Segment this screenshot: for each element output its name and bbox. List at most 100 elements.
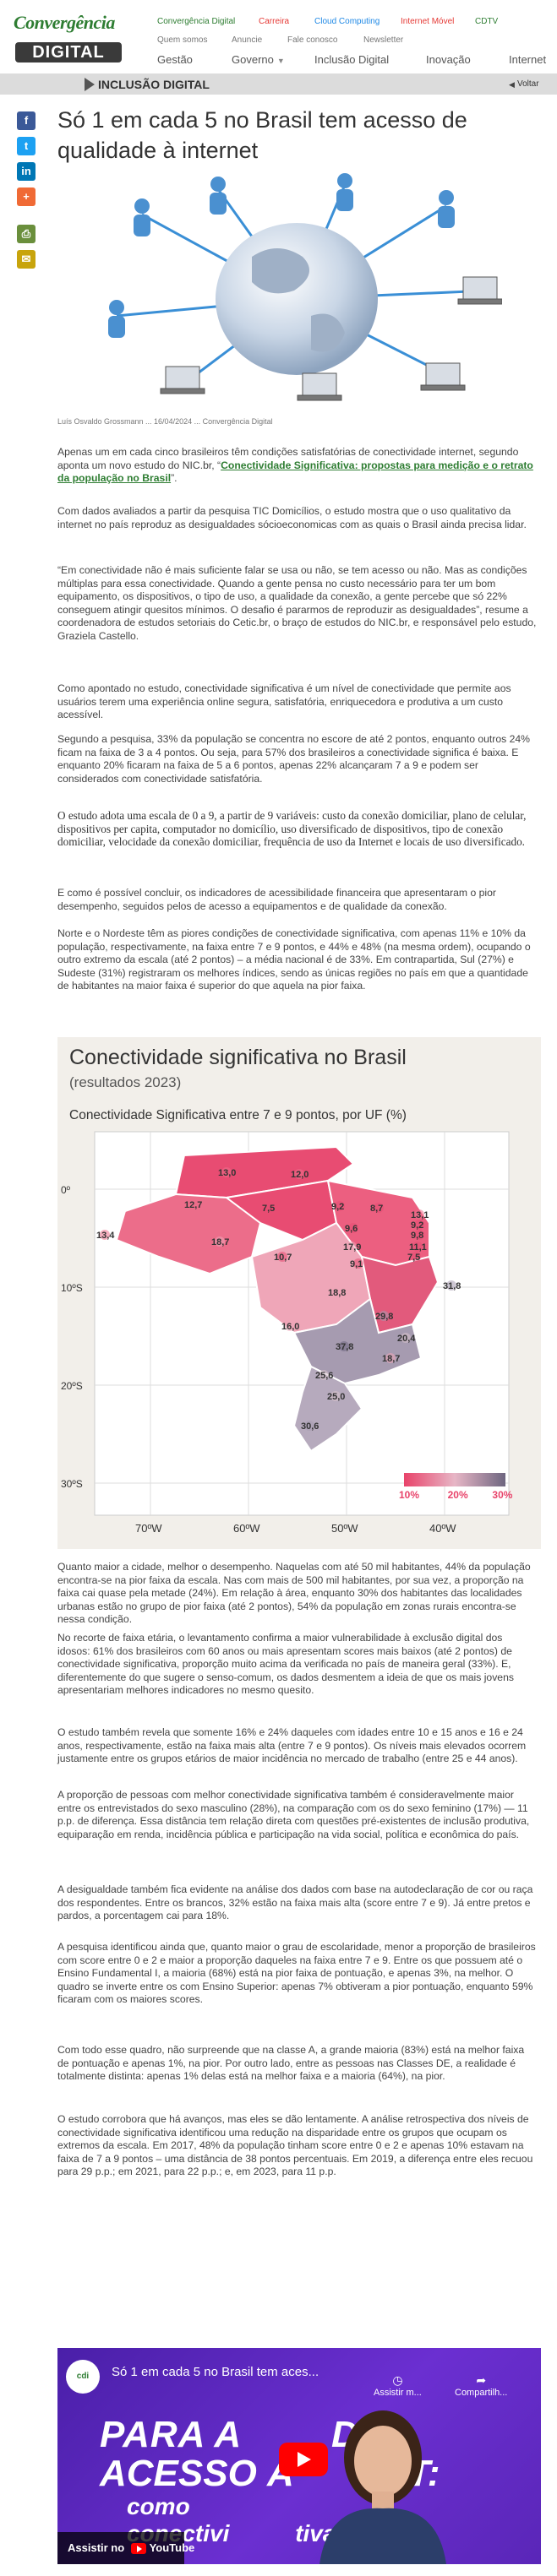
facebook-icon[interactable]: f xyxy=(17,111,35,130)
play-button-icon[interactable] xyxy=(279,2443,328,2476)
state-value-label: 18,8 xyxy=(328,1288,346,1298)
state-marker xyxy=(414,1230,424,1240)
nav-governo[interactable]: Governo ▼ xyxy=(232,53,285,66)
state-value-label: 29,8 xyxy=(375,1312,393,1322)
clock-icon: ◷ xyxy=(392,2373,403,2387)
chart-title: Conectividade significativa no Brasil xyxy=(69,1046,407,1069)
article-paragraph-8: Norte e o Nordeste têm as piores condiçõ… xyxy=(57,927,531,992)
state-marker xyxy=(412,1242,423,1252)
state-value-label: 9,6 xyxy=(345,1224,358,1234)
site-logo[interactable]: Convergência DIGITAL xyxy=(10,12,125,68)
twitter-icon[interactable]: t xyxy=(17,137,35,155)
print-icon[interactable]: ⎙ xyxy=(17,225,35,243)
share-arrow-icon: ➦ xyxy=(476,2373,487,2387)
share-button[interactable]: ➦ Compartilh... xyxy=(455,2373,508,2398)
linkedin-icon[interactable]: in xyxy=(17,162,35,181)
nav-internet[interactable]: Internet xyxy=(509,53,547,66)
channel-logo[interactable]: cdi xyxy=(66,2360,100,2394)
youtube-video-embed[interactable]: cdi Só 1 em cada 5 no Brasil tem aces...… xyxy=(57,2348,541,2564)
legend-gradient-bar xyxy=(404,1473,505,1486)
video-title[interactable]: Só 1 em cada 5 no Brasil tem aces... xyxy=(112,2365,319,2379)
article-title: Só 1 em cada 5 no Brasil tem acesso de q… xyxy=(57,107,467,163)
institutional-links: Quem somos Anuncie Fale conosco Newslett… xyxy=(157,35,495,47)
lon-tick-label: 60ºW xyxy=(233,1522,260,1535)
site-link-carreira[interactable]: Carreira xyxy=(259,17,290,26)
article-paragraph-4: Como apontado no estudo, conectividade s… xyxy=(57,682,511,721)
state-marker xyxy=(348,1223,358,1233)
share-plus-icon[interactable]: + xyxy=(17,187,35,206)
state-marker xyxy=(330,1391,341,1401)
article-paragraph-14: A pesquisa identificou ainda que, quanto… xyxy=(57,1941,536,2006)
logo-word-convergencia: Convergência xyxy=(14,12,115,33)
main-nav: Gestão Governo ▼ Inclusão Digital Inovaçã… xyxy=(157,51,557,71)
lat-tick-label: 30ºS xyxy=(61,1478,83,1490)
site-header: Convergência DIGITAL Convergência Digita… xyxy=(0,0,557,74)
legend-label: 30% xyxy=(492,1489,512,1501)
link-fale-conosco[interactable]: Fale conosco xyxy=(287,35,338,45)
article-paragraph-2: Com dados avaliados a partir da pesquisa… xyxy=(57,505,527,530)
state-value-label: 10,7 xyxy=(274,1253,292,1263)
state-value-label: 13,4 xyxy=(96,1231,115,1241)
state-marker xyxy=(446,1280,456,1291)
nav-gestao[interactable]: Gestão xyxy=(157,53,193,66)
watch-on-youtube-button[interactable]: Assistir no YouTube xyxy=(57,2532,194,2564)
state-value-label: 37,8 xyxy=(336,1342,353,1352)
chart-subtitle: (resultados 2023) xyxy=(69,1074,182,1090)
site-link-cloud[interactable]: Cloud Computing xyxy=(314,17,380,26)
chevron-down-icon: ▼ xyxy=(276,57,285,65)
back-link[interactable]: Voltar xyxy=(517,79,539,89)
link-quem-somos[interactable]: Quem somos xyxy=(157,35,208,45)
site-link-internet-movel[interactable]: Internet Móvel xyxy=(401,17,455,26)
article-paragraph-5: Segundo a pesquisa, 33% da população se … xyxy=(57,733,531,785)
state-marker xyxy=(304,1421,314,1431)
state-value-label: 9,8 xyxy=(411,1231,423,1241)
state-value-label: 9,2 xyxy=(411,1220,423,1231)
legend-label: 10% xyxy=(399,1489,419,1501)
article-paragraph-3: “Em conectividade não é mais suficiente … xyxy=(57,564,537,642)
lon-tick-label: 70ºW xyxy=(135,1522,162,1535)
hero-image-network-globe xyxy=(91,172,502,405)
state-marker xyxy=(285,1321,295,1331)
state-value-label: 9,1 xyxy=(350,1259,363,1269)
article-paragraph-9: Quanto maior a cidade, melhor o desempen… xyxy=(57,1561,531,1626)
watch-later-button[interactable]: ◷ Assistir m... xyxy=(374,2373,422,2398)
lon-tick-label: 50ºW xyxy=(331,1522,358,1535)
photo-credit: Luís Osvaldo Grossmann ... 16/04/2024 ..… xyxy=(57,417,273,426)
logo-word-digital: DIGITAL xyxy=(15,42,122,62)
link-newsletter[interactable]: Newsletter xyxy=(363,35,404,45)
state-marker xyxy=(277,1252,287,1262)
lon-tick-label: 40ºW xyxy=(429,1522,456,1535)
back-arrow-icon[interactable]: ◀ xyxy=(509,80,515,89)
state-value-label: 9,2 xyxy=(331,1202,344,1212)
nav-inclusao-digital[interactable]: Inclusão Digital xyxy=(314,53,390,66)
state-value-label: 30,6 xyxy=(301,1421,319,1432)
state-value-label: 18,7 xyxy=(211,1237,229,1247)
state-value-label: 8,7 xyxy=(370,1204,383,1214)
email-icon[interactable]: ✉ xyxy=(17,250,35,269)
state-value-label: 25,0 xyxy=(327,1392,345,1402)
state-value-label: 7,5 xyxy=(262,1204,275,1214)
state-marker xyxy=(414,1220,424,1230)
article-paragraph-7: E como é possível concluir, os indicador… xyxy=(57,887,496,912)
state-value-label: 25,6 xyxy=(315,1371,333,1381)
section-bar: INCLUSÃO DIGITAL ◀ Voltar xyxy=(0,74,557,95)
site-link-convergencia[interactable]: Convergência Digital xyxy=(157,17,236,26)
section-title: INCLUSÃO DIGITAL xyxy=(98,78,210,91)
article-paragraph-16: O estudo corrobora que há avanços, mas e… xyxy=(57,2113,533,2178)
article-paragraph-6: O estudo adota uma escala de 0 a 9, a pa… xyxy=(57,809,527,849)
article-paragraph-11: O estudo também revela que somente 16% e… xyxy=(57,1726,527,1765)
state-marker xyxy=(374,1203,384,1213)
link-anuncie[interactable]: Anuncie xyxy=(232,35,263,45)
state-marker xyxy=(379,1311,389,1321)
state-marker xyxy=(265,1203,276,1213)
nav-inovacao[interactable]: Inovação xyxy=(426,53,471,66)
site-link-cdtv[interactable]: CDTV xyxy=(475,17,499,26)
study-link[interactable]: Conectividade Significativa: propostas p… xyxy=(57,459,533,485)
state-marker xyxy=(100,1230,110,1240)
brazil-map: 13,0 12,012,7 7,5 9,2 8,713,19,6 9,29,813,418… xyxy=(61,1131,513,1535)
state-marker xyxy=(385,1353,396,1363)
connectivity-map-chart: Conectividade significativa no Brasil (r… xyxy=(57,1037,541,1549)
state-marker xyxy=(294,1169,304,1179)
state-marker xyxy=(414,1209,424,1220)
state-marker xyxy=(411,1252,421,1262)
